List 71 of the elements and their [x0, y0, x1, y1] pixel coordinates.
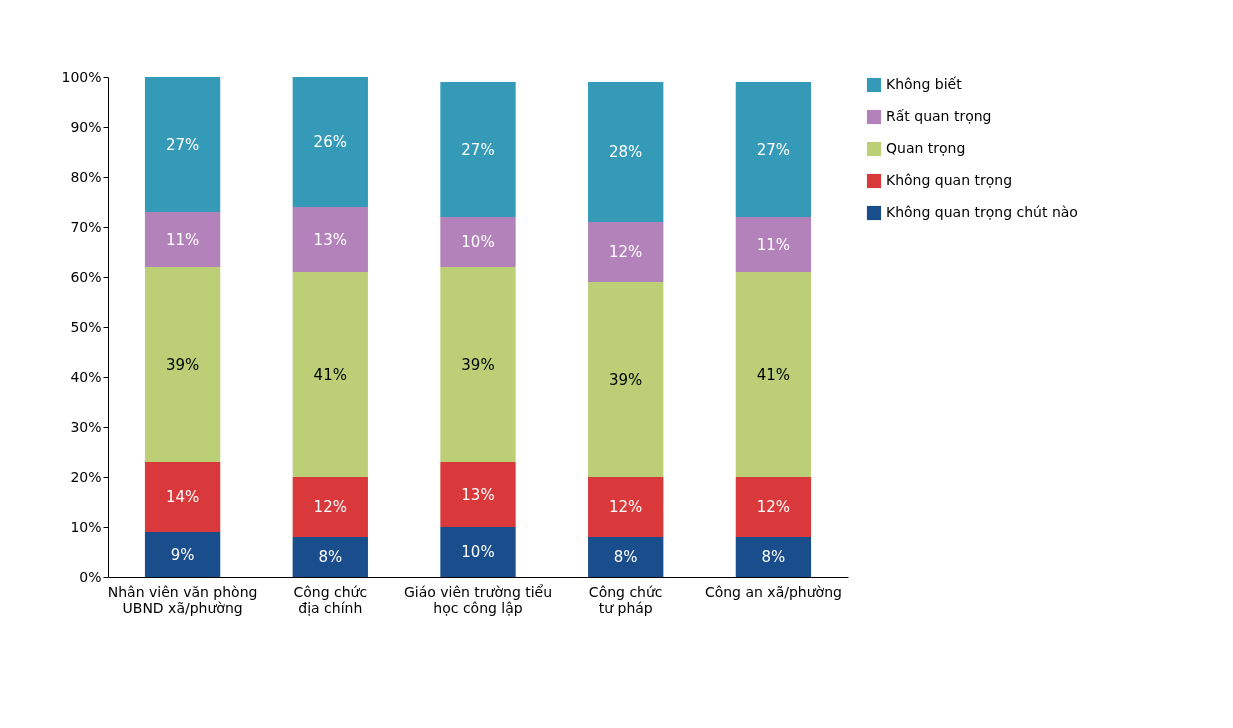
- y-tick-label: 30%: [70, 418, 102, 435]
- y-tick-label: 50%: [70, 318, 102, 335]
- data-label: 12%: [609, 243, 643, 261]
- data-label: 28%: [609, 143, 643, 161]
- y-tick-label: 40%: [70, 368, 102, 385]
- legend-label: Rất quan trọng: [886, 108, 992, 124]
- data-label: 12%: [609, 498, 643, 516]
- data-label: 13%: [461, 485, 495, 504]
- x-tick-label: Công an xã/phường: [704, 583, 842, 600]
- bar: [144, 77, 221, 212]
- bar: [735, 217, 812, 272]
- y-tick-label: 20%: [70, 468, 102, 485]
- bar: [440, 82, 516, 217]
- bar: [588, 222, 664, 282]
- bar: [292, 207, 368, 272]
- x-tick-label: Nhân viên văn phòng UBND xã/phường: [107, 583, 258, 616]
- bar: [144, 532, 221, 577]
- y-tick-label: 10%: [70, 518, 102, 535]
- bar: [440, 217, 516, 267]
- y-tick-label: 70%: [70, 218, 102, 235]
- bar: [144, 212, 221, 267]
- data-label: 41%: [313, 365, 347, 384]
- x-tick-label: Giáo viên trường tiểu học công lập: [403, 583, 553, 616]
- y-tick-label: 80%: [70, 168, 102, 185]
- data-label: 9%: [170, 545, 195, 564]
- bar: [440, 527, 516, 577]
- data-label: 27%: [756, 140, 791, 159]
- data-label: 11%: [165, 230, 200, 249]
- bar: [735, 537, 812, 577]
- bar: [292, 477, 368, 537]
- legend-label: Không quan trọng: [886, 172, 1013, 188]
- bar: [588, 282, 664, 477]
- data-label: 27%: [165, 135, 200, 154]
- bar: [588, 477, 664, 537]
- data-label: 39%: [165, 355, 200, 374]
- legend-label: Không quan trọng chút nào: [886, 204, 1078, 220]
- bar: [144, 267, 221, 462]
- x-tick-label: Công chức địa chính: [293, 583, 368, 616]
- data-label: 27%: [461, 140, 495, 159]
- y-tick-label: 100%: [61, 68, 102, 85]
- bar: [292, 77, 368, 207]
- data-label: 8%: [318, 548, 343, 566]
- data-label: 12%: [756, 498, 791, 516]
- bar: [588, 537, 664, 577]
- legend-label: Không biết: [886, 76, 963, 92]
- data-label: 11%: [756, 235, 791, 254]
- data-label: 26%: [313, 133, 347, 151]
- data-label: 10%: [461, 543, 495, 561]
- y-tick-label: 0%: [79, 568, 102, 585]
- bar: [735, 82, 812, 217]
- data-label: 39%: [461, 355, 495, 374]
- data-label: 41%: [756, 365, 791, 384]
- data-label: 8%: [761, 548, 786, 566]
- data-label: 14%: [165, 488, 200, 506]
- bar: [292, 272, 368, 477]
- bar: [440, 462, 516, 527]
- y-tick-label: 60%: [70, 268, 102, 285]
- bar: [588, 82, 664, 222]
- legend-label: Quan trọng: [886, 140, 966, 156]
- bar: [735, 477, 812, 537]
- bar: [292, 537, 368, 577]
- data-label: 10%: [461, 233, 495, 251]
- bar: [735, 272, 812, 477]
- data-label: 13%: [313, 230, 347, 249]
- x-tick-label: Công chức tư pháp: [588, 583, 663, 616]
- y-tick-label: 90%: [70, 118, 102, 135]
- data-label: 8%: [613, 548, 638, 566]
- bar: [144, 462, 221, 532]
- data-label: 12%: [313, 498, 347, 516]
- data-label: 39%: [609, 370, 643, 389]
- bar: [440, 267, 516, 462]
